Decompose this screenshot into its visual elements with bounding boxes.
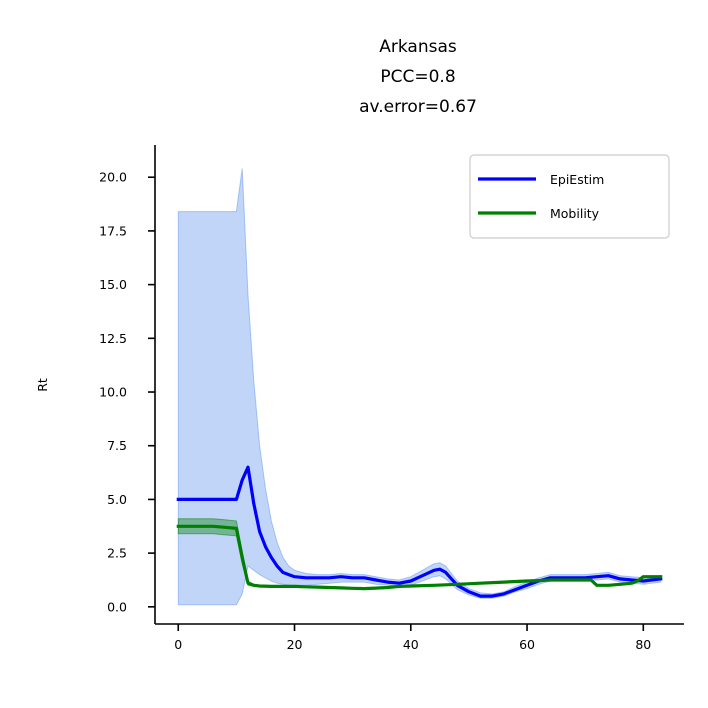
- chart-title-line-3: av.error=0.67: [359, 97, 477, 117]
- x-axis-ticks: 0 20 40 60 80: [174, 624, 651, 652]
- y-tick-label: 10.0: [99, 385, 127, 400]
- y-tick-label: 12.5: [99, 331, 127, 346]
- legend-label-mobility: Mobility: [550, 206, 600, 221]
- y-tick-label: 15.0: [99, 277, 127, 292]
- legend-frame: [469, 154, 670, 239]
- x-tick-label: 40: [403, 637, 419, 652]
- y-tick-label: 0.0: [107, 599, 127, 614]
- x-tick-label: 0: [174, 637, 182, 652]
- y-tick-label: 17.5: [99, 223, 127, 238]
- legend-label-epiestim: EpiEstim: [550, 172, 604, 187]
- y-axis-label: Rt: [35, 378, 50, 392]
- plot-area: [176, 168, 663, 606]
- y-axis-ticks: 0.0 2.5 5.0 7.5 10.0 12.5 15.0 17.5 20.0: [99, 170, 155, 614]
- y-tick-label: 20.0: [99, 170, 127, 185]
- epiestim-line: [176, 465, 663, 598]
- legend: EpiEstim Mobility: [469, 154, 670, 239]
- chart-title-line-1: Arkansas: [379, 37, 457, 57]
- x-tick-label: 60: [519, 637, 535, 652]
- y-tick-label: 2.5: [107, 546, 127, 561]
- mobility-line: [176, 524, 663, 591]
- chart-title-line-2: PCC=0.8: [380, 67, 455, 87]
- y-tick-label: 7.5: [107, 438, 127, 453]
- x-tick-label: 80: [635, 637, 651, 652]
- y-tick-label: 5.0: [107, 492, 127, 507]
- x-tick-label: 20: [287, 637, 303, 652]
